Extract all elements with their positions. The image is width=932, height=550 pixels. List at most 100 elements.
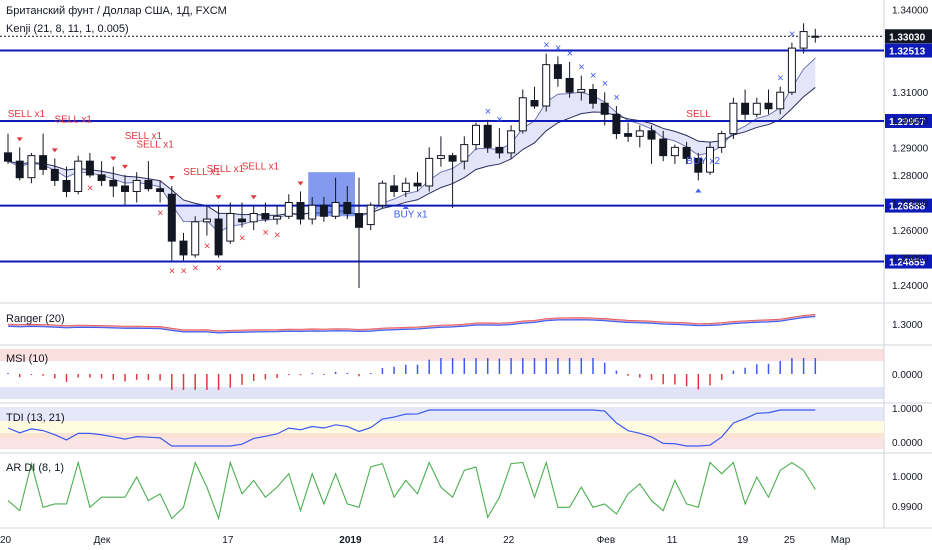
candle-body <box>811 35 820 38</box>
signal-label: SELL x1 <box>207 164 245 175</box>
sell-arrow <box>250 195 257 200</box>
candle-body <box>659 138 668 157</box>
price-tick-label: 1.30000 <box>892 116 929 127</box>
candle-body <box>226 213 235 242</box>
candle-body <box>27 155 36 179</box>
ranger-band <box>7 314 816 332</box>
x-tick-label: 19 <box>737 535 749 546</box>
candle-body <box>50 168 59 181</box>
tdi-tick-label: 1.0000 <box>892 404 923 415</box>
candle-body <box>202 218 211 223</box>
candle-body <box>39 155 48 170</box>
cross-mark-sell: × <box>216 263 222 275</box>
candle-body <box>390 185 399 192</box>
cross-mark-sell: × <box>274 230 280 242</box>
candle-body <box>343 202 352 215</box>
ardi-title: AR DI (8, 1) <box>6 462 64 474</box>
msi-tick-label: 0.0000 <box>892 370 923 381</box>
sell-arrow <box>297 181 304 186</box>
candle-body <box>787 47 796 93</box>
cross-mark-buy: × <box>555 42 561 54</box>
candle-body <box>249 213 258 223</box>
sell-arrow <box>168 175 175 180</box>
cross-mark-buy: × <box>777 73 783 85</box>
ranger-tick-label: 1.3000 <box>892 320 923 331</box>
candle-body <box>144 179 153 190</box>
cross-mark-sell: × <box>239 232 245 244</box>
x-tick-label: 2019 <box>339 535 362 546</box>
price-tick-label: 1.31000 <box>892 88 929 99</box>
x-tick-label: 22 <box>503 535 515 546</box>
candle-body <box>565 77 574 93</box>
cross-mark-buy: × <box>789 29 795 41</box>
candle-body <box>483 124 492 148</box>
x-tick-label: 17 <box>222 535 234 546</box>
candle-body <box>308 204 317 220</box>
tdi-zone-lower <box>0 433 884 449</box>
ardi-tick-label: 0.9900 <box>892 502 923 513</box>
tdi-zone-upper <box>0 407 884 421</box>
candle-body <box>413 182 422 187</box>
sell-arrow <box>110 156 117 161</box>
candle-body <box>706 146 714 173</box>
x-tick-label: Дек <box>94 535 111 546</box>
tdi-tick-label: 0.0000 <box>892 438 923 449</box>
candle-body <box>518 97 527 132</box>
candle-body <box>472 124 480 146</box>
candle-body <box>729 102 738 135</box>
kenji-slow-line <box>7 87 816 216</box>
candle-body <box>121 185 129 192</box>
candle-body <box>179 240 188 256</box>
x-tick-label: Мар <box>831 535 851 546</box>
candle-body <box>401 182 410 192</box>
signal-label: SELL x1 <box>8 109 46 120</box>
signal-label: SELL x1 <box>55 115 93 126</box>
msi-title: MSI (10) <box>6 353 48 365</box>
price-tick-label: 1.27000 <box>892 199 929 210</box>
signal-label: SELL x1 <box>242 161 280 172</box>
candle-body <box>577 88 586 93</box>
candle-body <box>284 202 293 217</box>
candle-body <box>647 130 656 140</box>
signal-label: BUY x1 <box>394 210 428 221</box>
candle-body <box>62 179 71 192</box>
signal-label: SELL x1 <box>183 167 221 178</box>
candle-body <box>15 160 24 179</box>
kenji-fast-line <box>7 57 816 233</box>
last-price-tag <box>885 29 932 44</box>
candle-body <box>238 218 246 223</box>
candle-body <box>530 99 539 107</box>
candle-body <box>214 218 223 256</box>
ardi-tick-label: 1.0000 <box>892 472 923 483</box>
candle-body <box>425 157 434 187</box>
candle-body <box>4 152 12 162</box>
candle-body <box>589 88 597 104</box>
candle-body <box>624 133 633 137</box>
candle-body <box>132 179 141 192</box>
candle-body <box>776 91 785 110</box>
candle-body <box>191 221 200 256</box>
msi-zone-lower <box>0 387 884 399</box>
cross-mark-sell: × <box>169 265 175 277</box>
price-tick-label: 1.29000 <box>892 143 929 154</box>
x-tick-label: 20 <box>0 535 12 546</box>
candle-body <box>670 146 679 157</box>
price-tick-label: 1.26000 <box>892 226 929 237</box>
candle-body <box>799 31 808 49</box>
sell-arrow <box>51 148 58 153</box>
chart-subtitle: Kenji (21, 8, 11, 1, 0.005) <box>6 23 129 35</box>
candle-body <box>97 174 106 181</box>
signal-label: SELL <box>686 109 711 120</box>
cross-mark-buy: × <box>485 106 491 118</box>
tdi-title: TDI (13, 21) <box>6 412 65 424</box>
level-tag <box>885 254 932 269</box>
msi-zone-upper <box>0 349 884 361</box>
cross-mark-buy: × <box>567 48 573 60</box>
candle-body <box>600 102 609 115</box>
cross-mark-sell: × <box>157 208 163 220</box>
candle-body <box>331 202 340 217</box>
candle-body <box>109 179 118 187</box>
signal-label: SELL x1 <box>136 139 174 150</box>
candle-body <box>682 146 691 159</box>
